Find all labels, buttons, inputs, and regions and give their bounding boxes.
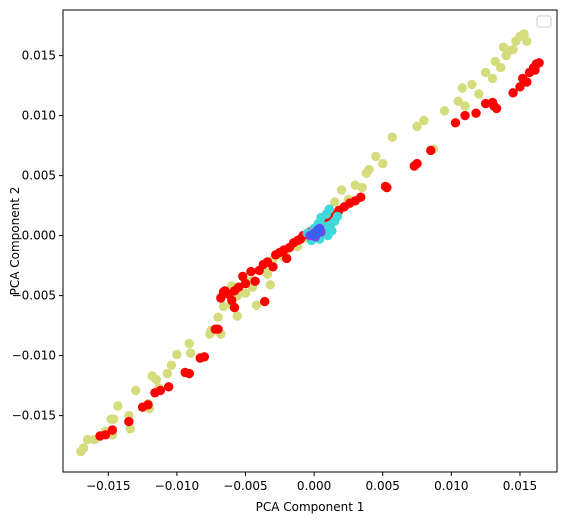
ticks-layer: −0.015 −0.010 −0.005 0.000 0.005 0.010 0.015 −0… — [12, 49, 538, 493]
x-tick-label: 0.015 — [503, 479, 537, 493]
x-tick-label: 0.005 — [366, 479, 400, 493]
scatter-point — [172, 349, 182, 360]
scatter-point — [426, 145, 436, 156]
plot-frame — [62, 9, 558, 473]
scatter-point — [508, 44, 518, 55]
x-tick-label: −0.005 — [223, 479, 267, 493]
scatter-point — [324, 204, 334, 214]
scatter-point — [100, 430, 111, 440]
scatter-point — [143, 400, 153, 410]
scatter-point — [185, 348, 196, 358]
scatter-point — [439, 106, 450, 116]
y-tick-label: −0.005 — [12, 289, 56, 303]
scatter-point — [184, 338, 194, 349]
scatter-point — [480, 67, 491, 78]
scatter-point — [131, 385, 141, 396]
scatter-point — [240, 278, 251, 289]
scatter-point — [474, 89, 484, 99]
scatter-point — [412, 158, 422, 169]
scatter-point — [496, 62, 506, 73]
x-tick-label: 0.010 — [434, 479, 468, 493]
scatter-point — [184, 368, 194, 379]
x-axis-label: PCA Component 1 — [256, 500, 365, 514]
scatter-point — [213, 312, 223, 322]
y-tick-label: −0.010 — [12, 349, 56, 363]
y-axis-label: PCA Component 2 — [8, 187, 22, 296]
scatter-point — [229, 302, 240, 313]
scatter-point — [382, 182, 392, 193]
scatter-point — [281, 253, 292, 264]
scatter-point — [387, 132, 398, 142]
x-tick-label: 0.000 — [297, 479, 331, 493]
scatter-point — [450, 118, 461, 128]
scatter-point — [113, 401, 123, 411]
y-tick-label: −0.015 — [12, 409, 56, 423]
scatter-point — [250, 276, 260, 286]
scatter-point — [534, 58, 544, 68]
y-tick-label: 0.005 — [22, 169, 56, 183]
scatter-point — [265, 280, 275, 290]
scatter-point — [313, 224, 323, 235]
scatter-point — [460, 101, 470, 111]
scatter-point — [232, 311, 242, 321]
scatter-point — [519, 29, 529, 39]
scatter-point — [262, 269, 273, 279]
scatter-point — [155, 385, 166, 396]
x-tick-label: −0.010 — [155, 479, 199, 493]
scatter-point — [227, 295, 237, 306]
scatter-point — [419, 115, 429, 126]
y-tick-label: 0.000 — [22, 229, 56, 243]
scatter-point — [78, 443, 89, 453]
scatter-point — [412, 121, 422, 132]
scatter-point — [246, 266, 256, 277]
scatter-point — [457, 83, 468, 93]
scatter-point — [218, 301, 229, 312]
scatter-point — [453, 96, 463, 106]
y-tick-label: 0.010 — [22, 109, 56, 123]
scatter-point — [166, 360, 177, 370]
y-tick-label: 0.015 — [22, 49, 56, 63]
scatter-point — [268, 262, 278, 272]
scatter-point — [151, 374, 162, 385]
scatter-point — [124, 416, 134, 427]
scatter-point — [83, 434, 93, 445]
scatter-point — [460, 110, 470, 121]
scatter-point — [162, 368, 172, 379]
scatter-point — [199, 352, 210, 362]
points-layer — [76, 29, 544, 457]
scatter-point — [515, 82, 525, 92]
scatter-point — [109, 414, 119, 424]
scatter-point — [364, 164, 374, 175]
x-tick-label: −0.015 — [86, 479, 130, 493]
scatter-point — [522, 77, 532, 87]
legend-box — [536, 15, 552, 28]
scatter-point — [332, 211, 343, 222]
scatter-point — [251, 300, 262, 310]
scatter-point — [487, 73, 498, 84]
scatter-point — [357, 182, 367, 193]
scatter-point — [163, 382, 174, 392]
scatter-point — [371, 151, 381, 162]
scatter-point — [238, 271, 248, 282]
scatter-point — [471, 108, 481, 118]
scatter-point — [240, 288, 251, 298]
scatter-point — [522, 36, 532, 46]
scatter-point — [336, 185, 347, 195]
scatter-point — [490, 56, 500, 67]
scatter-point — [125, 424, 135, 434]
scatter-point — [467, 79, 477, 90]
scatter-point — [378, 158, 388, 169]
scatter-point — [330, 197, 340, 207]
scatter-point — [491, 103, 502, 114]
scatter-point — [508, 88, 518, 98]
scatter-point — [260, 296, 270, 307]
scatter-point — [213, 324, 223, 334]
scatter-point — [356, 192, 366, 202]
scatter-point — [107, 425, 118, 435]
